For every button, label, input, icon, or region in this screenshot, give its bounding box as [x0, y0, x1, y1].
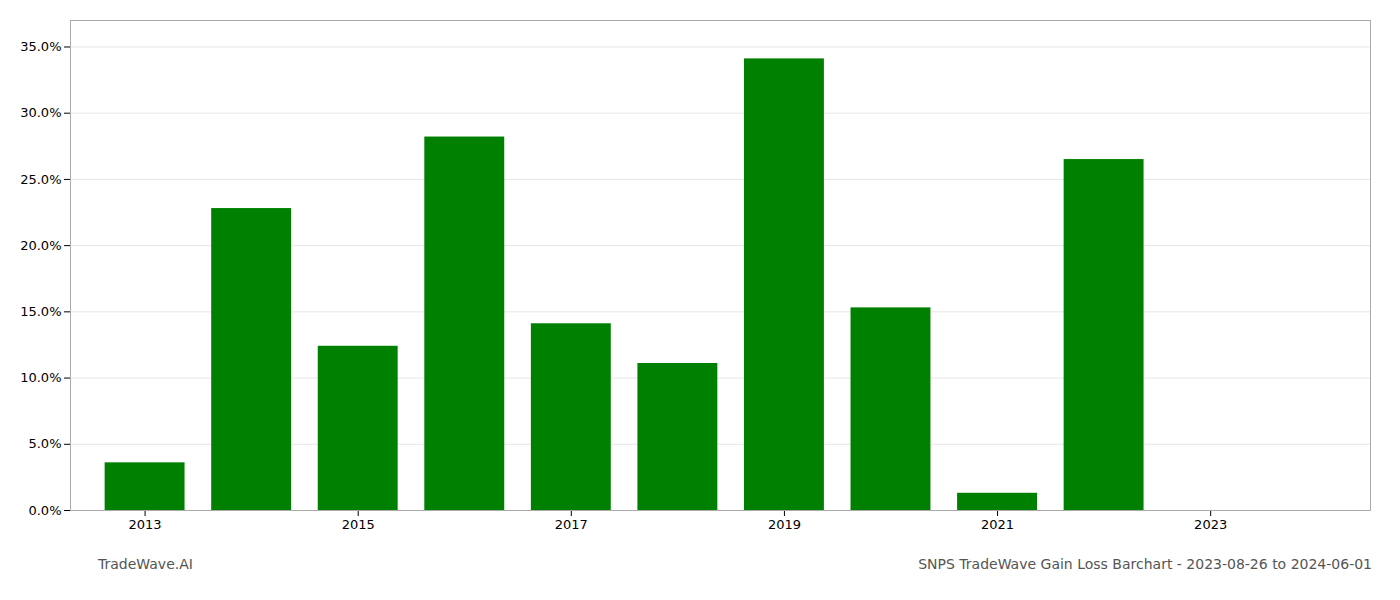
svg-text:10.0%: 10.0%: [20, 370, 61, 385]
svg-text:2017: 2017: [555, 517, 588, 532]
svg-text:0.0%: 0.0%: [28, 503, 61, 518]
svg-text:5.0%: 5.0%: [28, 436, 61, 451]
svg-text:30.0%: 30.0%: [20, 105, 61, 120]
svg-text:20.0%: 20.0%: [20, 238, 61, 253]
html-text:SNPS TradeWave Gain Loss Barch: SNPS TradeWave Gain Loss Barchart - 2023…: [918, 556, 1372, 572]
svg-text:35.0%: 35.0%: [20, 39, 61, 54]
svg-text:2019: 2019: [768, 517, 801, 532]
svg-text:15.0%: 15.0%: [20, 304, 61, 319]
svg-text:2021: 2021: [981, 517, 1014, 532]
svg-text:2015: 2015: [342, 517, 375, 532]
svg-text:2023: 2023: [1194, 517, 1227, 532]
svg-text:25.0%: 25.0%: [20, 172, 61, 187]
svg-text:2013: 2013: [129, 517, 162, 532]
html-text:TradeWave.AI: TradeWave.AI: [98, 556, 193, 572]
